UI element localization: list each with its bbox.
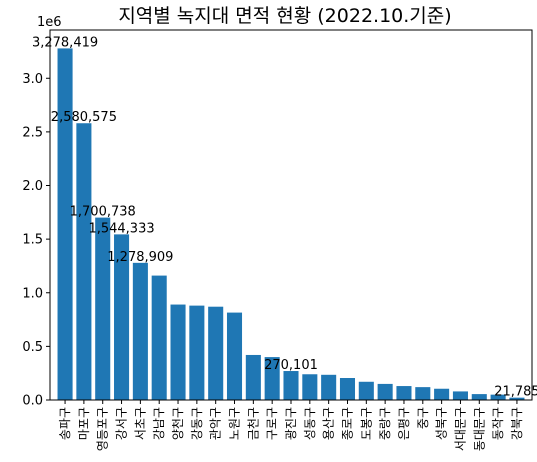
bar [452, 391, 468, 400]
x-tick-label: 강남구 [152, 407, 166, 440]
x-tick-label: 영등포구 [96, 407, 110, 451]
x-tick-label: 성동구 [303, 407, 317, 440]
bar [302, 374, 318, 400]
y-tick-label: 2.0 [22, 179, 43, 194]
y-tick-label: 0.5 [22, 340, 43, 355]
bar [226, 312, 243, 400]
y-tick-label: 2.5 [22, 125, 43, 140]
data-label: 2,580,575 [51, 110, 117, 125]
bar [57, 48, 73, 401]
bar [321, 374, 337, 400]
x-tick-label: 중랑구 [378, 407, 392, 440]
x-tick-label: 강동구 [190, 407, 204, 440]
data-label: 1,544,333 [88, 221, 154, 236]
bar [151, 275, 167, 400]
bar [76, 123, 92, 401]
bar [189, 305, 205, 400]
x-tick-label: 광진구 [284, 407, 298, 440]
x-tick-label: 서초구 [133, 407, 147, 440]
x-tick-label: 중구 [416, 407, 430, 429]
data-label: 3,278,419 [32, 35, 98, 50]
bar [114, 234, 130, 400]
y-axis: 0.0 0.5 1.0 1.5 2.0 2.5 3.0 [22, 72, 50, 409]
x-tick-label: 동작구 [491, 407, 505, 440]
data-label: 1,278,909 [107, 250, 173, 265]
x-axis: 송파구 마포구 영등포구 강서구 서초구 강남구 양천구 강동구 관악구 노원구 금천구 구로구 광진구… [58, 400, 524, 451]
bar [283, 371, 299, 400]
chart-title: 지역별 녹지대 면적 현황 (2022.10.기준) [118, 5, 451, 27]
y-tick-label: 1.5 [22, 233, 43, 248]
bar [208, 306, 224, 400]
x-tick-label: 종로구 [340, 407, 354, 440]
bar [339, 378, 356, 400]
data-label: 1,700,738 [70, 205, 136, 220]
x-tick-label: 도봉구 [359, 407, 373, 440]
bar [434, 388, 450, 400]
bar [377, 383, 393, 400]
x-tick-label: 금천구 [245, 407, 260, 440]
bar [490, 394, 506, 400]
y-tick-label: 0.0 [22, 394, 43, 409]
x-tick-label: 관악구 [209, 407, 223, 440]
x-tick-label: 동대문구 [472, 407, 486, 451]
y-axis-offset-label: 1e6 [37, 15, 62, 30]
bar [245, 354, 261, 400]
x-tick-label: 용산구 [322, 407, 336, 440]
x-tick-label: 강서구 [115, 407, 129, 440]
bar [264, 357, 280, 400]
x-tick-label: 마포구 [77, 407, 91, 440]
bar [471, 394, 487, 400]
y-tick-label: 1.0 [22, 286, 43, 301]
bar [95, 217, 111, 400]
plot-frame [49, 29, 533, 401]
bar [396, 386, 412, 400]
x-tick-label: 성북구 [435, 407, 449, 440]
bar [509, 397, 525, 400]
x-tick-label: 양천구 [170, 407, 185, 440]
bars-group [57, 48, 525, 401]
bar [358, 381, 374, 400]
x-tick-label: 은평구 [397, 407, 411, 440]
y-tick-label: 3.0 [22, 72, 43, 87]
x-tick-label: 구로구 [265, 407, 279, 440]
x-tick-label: 강북구 [510, 407, 524, 440]
x-tick-label: 노원구 [228, 407, 242, 440]
bar [170, 304, 186, 400]
data-label: 270,101 [264, 358, 318, 373]
x-tick-label: 서대문구 [453, 407, 467, 451]
x-tick-label: 송파구 [58, 407, 72, 440]
bar [132, 262, 148, 400]
data-label: 21,785 [494, 385, 537, 400]
bar [415, 387, 431, 400]
